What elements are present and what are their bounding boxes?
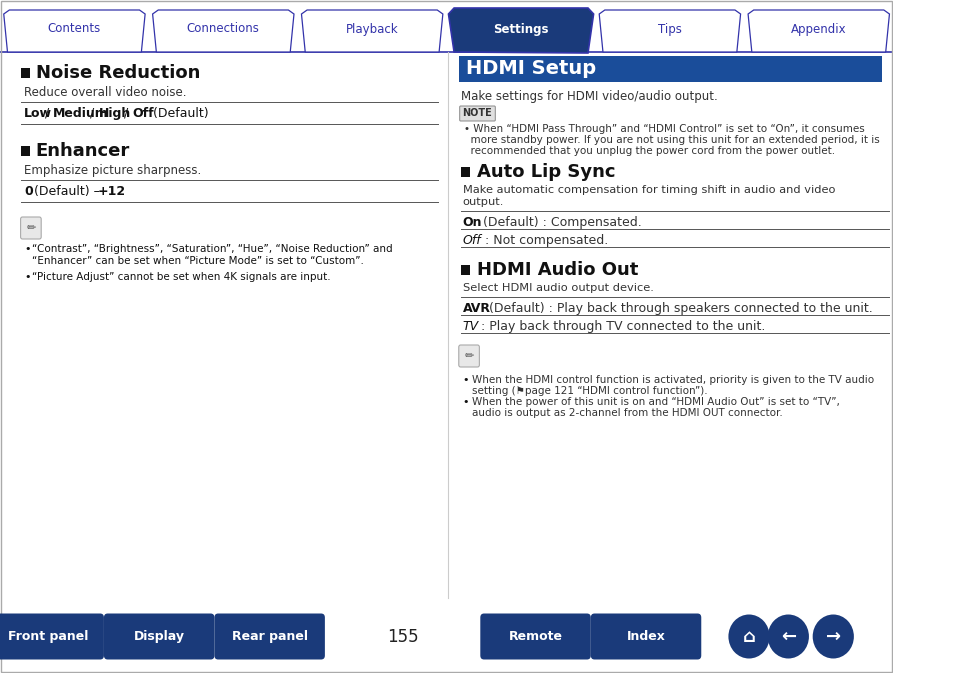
Text: Settings: Settings xyxy=(493,22,548,36)
Polygon shape xyxy=(598,10,740,52)
Polygon shape xyxy=(448,8,593,53)
Text: Connections: Connections xyxy=(187,22,259,36)
Text: (Default) –: (Default) – xyxy=(30,185,104,198)
Text: ✏: ✏ xyxy=(464,351,474,361)
Text: ✏: ✏ xyxy=(26,223,35,233)
Text: TV: TV xyxy=(462,320,478,333)
Text: •: • xyxy=(462,397,469,407)
Text: recommended that you unplug the power cord from the power outlet.: recommended that you unplug the power co… xyxy=(464,146,835,156)
Text: Off: Off xyxy=(462,234,480,247)
Text: Contents: Contents xyxy=(48,22,101,36)
Text: Off: Off xyxy=(132,107,154,120)
FancyBboxPatch shape xyxy=(104,614,214,660)
Text: Playback: Playback xyxy=(346,22,398,36)
Text: Front panel: Front panel xyxy=(9,630,89,643)
Bar xyxy=(21,68,30,78)
Bar xyxy=(21,146,30,156)
Text: • When “HDMI Pass Through” and “HDMI Control” is set to “On”, it consumes: • When “HDMI Pass Through” and “HDMI Con… xyxy=(464,124,864,134)
Text: 155: 155 xyxy=(386,627,418,645)
Text: HDMI Audio Out: HDMI Audio Out xyxy=(477,261,639,279)
Text: (Default) : Compensated.: (Default) : Compensated. xyxy=(478,216,641,229)
Text: Display: Display xyxy=(133,630,185,643)
Text: /: / xyxy=(86,107,98,120)
Text: •: • xyxy=(25,272,30,282)
Text: When the HDMI control function is activated, priority is given to the TV audio: When the HDMI control function is activa… xyxy=(472,375,873,385)
Text: : Not compensated.: : Not compensated. xyxy=(480,234,608,247)
Polygon shape xyxy=(301,10,442,52)
Text: output.: output. xyxy=(462,197,503,207)
Text: “Contrast”, “Brightness”, “Saturation”, “Hue”, “Noise Reduction” and: “Contrast”, “Brightness”, “Saturation”, … xyxy=(31,244,392,254)
Bar xyxy=(0,600,892,673)
Text: Select HDMI audio output device.: Select HDMI audio output device. xyxy=(462,283,653,293)
FancyBboxPatch shape xyxy=(458,345,478,367)
FancyBboxPatch shape xyxy=(214,614,325,660)
Text: “Picture Adjust” cannot be set when 4K signals are input.: “Picture Adjust” cannot be set when 4K s… xyxy=(31,272,330,282)
Text: more standby power. If you are not using this unit for an extended period, it is: more standby power. If you are not using… xyxy=(464,135,880,145)
Text: Index: Index xyxy=(626,630,665,643)
Text: Remote: Remote xyxy=(508,630,562,643)
Text: NOTE: NOTE xyxy=(462,108,492,118)
Text: Low: Low xyxy=(25,107,52,120)
Polygon shape xyxy=(747,10,888,52)
Bar xyxy=(458,56,881,82)
Text: 0: 0 xyxy=(25,185,33,198)
Circle shape xyxy=(812,614,853,658)
Text: When the power of this unit is on and “HDMI Audio Out” is set to “TV”,: When the power of this unit is on and “H… xyxy=(472,397,839,407)
Text: /: / xyxy=(41,107,52,120)
Polygon shape xyxy=(152,10,294,52)
Text: “Enhancer” can be set when “Picture Mode” is set to “Custom”.: “Enhancer” can be set when “Picture Mode… xyxy=(31,256,363,266)
Text: ←: ← xyxy=(780,627,795,645)
Text: On: On xyxy=(462,216,481,229)
FancyBboxPatch shape xyxy=(479,614,590,660)
FancyBboxPatch shape xyxy=(0,614,104,660)
Text: →: → xyxy=(825,627,840,645)
Text: Make settings for HDMI video/audio output.: Make settings for HDMI video/audio outpu… xyxy=(460,90,717,103)
Text: Make automatic compensation for timing shift in audio and video: Make automatic compensation for timing s… xyxy=(462,185,834,195)
FancyBboxPatch shape xyxy=(21,217,41,239)
Text: +12: +12 xyxy=(97,185,126,198)
Bar xyxy=(460,167,470,177)
Text: setting (⚑page 121 “HDMI control function”).: setting (⚑page 121 “HDMI control functio… xyxy=(472,386,707,396)
Text: Rear panel: Rear panel xyxy=(232,630,307,643)
Text: Medium: Medium xyxy=(53,107,109,120)
Text: •: • xyxy=(462,375,469,385)
Text: Enhancer: Enhancer xyxy=(35,142,130,160)
Polygon shape xyxy=(4,10,145,52)
FancyBboxPatch shape xyxy=(459,106,495,121)
Text: •: • xyxy=(25,244,30,254)
Text: : Play back through TV connected to the unit.: : Play back through TV connected to the … xyxy=(477,320,765,333)
Text: Noise Reduction: Noise Reduction xyxy=(35,64,200,82)
Text: Appendix: Appendix xyxy=(790,22,845,36)
FancyBboxPatch shape xyxy=(590,614,700,660)
Text: (Default): (Default) xyxy=(149,107,209,120)
Bar xyxy=(460,265,470,275)
Text: Tips: Tips xyxy=(658,22,681,36)
Text: AVR: AVR xyxy=(462,302,490,315)
Text: Auto Lip Sync: Auto Lip Sync xyxy=(477,163,616,181)
Circle shape xyxy=(728,614,769,658)
Text: ⌂: ⌂ xyxy=(741,627,755,645)
Text: audio is output as 2-channel from the HDMI OUT connector.: audio is output as 2-channel from the HD… xyxy=(472,408,781,418)
Text: /: / xyxy=(120,107,132,120)
Text: Emphasize picture sharpness.: Emphasize picture sharpness. xyxy=(25,164,201,177)
Text: High: High xyxy=(98,107,131,120)
Circle shape xyxy=(767,614,808,658)
Text: HDMI Setup: HDMI Setup xyxy=(466,59,596,79)
Text: Reduce overall video noise.: Reduce overall video noise. xyxy=(25,86,187,99)
Text: (Default) : Play back through speakers connected to the unit.: (Default) : Play back through speakers c… xyxy=(484,302,872,315)
